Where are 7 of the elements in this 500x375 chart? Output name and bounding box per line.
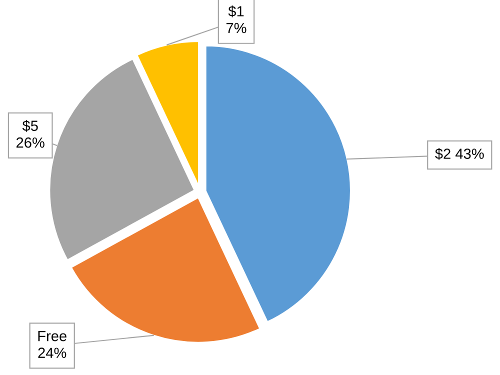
slice-label: Free (38, 331, 66, 342)
data-label: 24% (38, 348, 66, 358)
slice-label: $5 (22, 120, 38, 132)
data-label: 7% (226, 22, 246, 34)
slice-label: $2 43% (435, 148, 484, 160)
data-label: 26% (16, 137, 44, 148)
slice-label: $1 (228, 5, 244, 18)
